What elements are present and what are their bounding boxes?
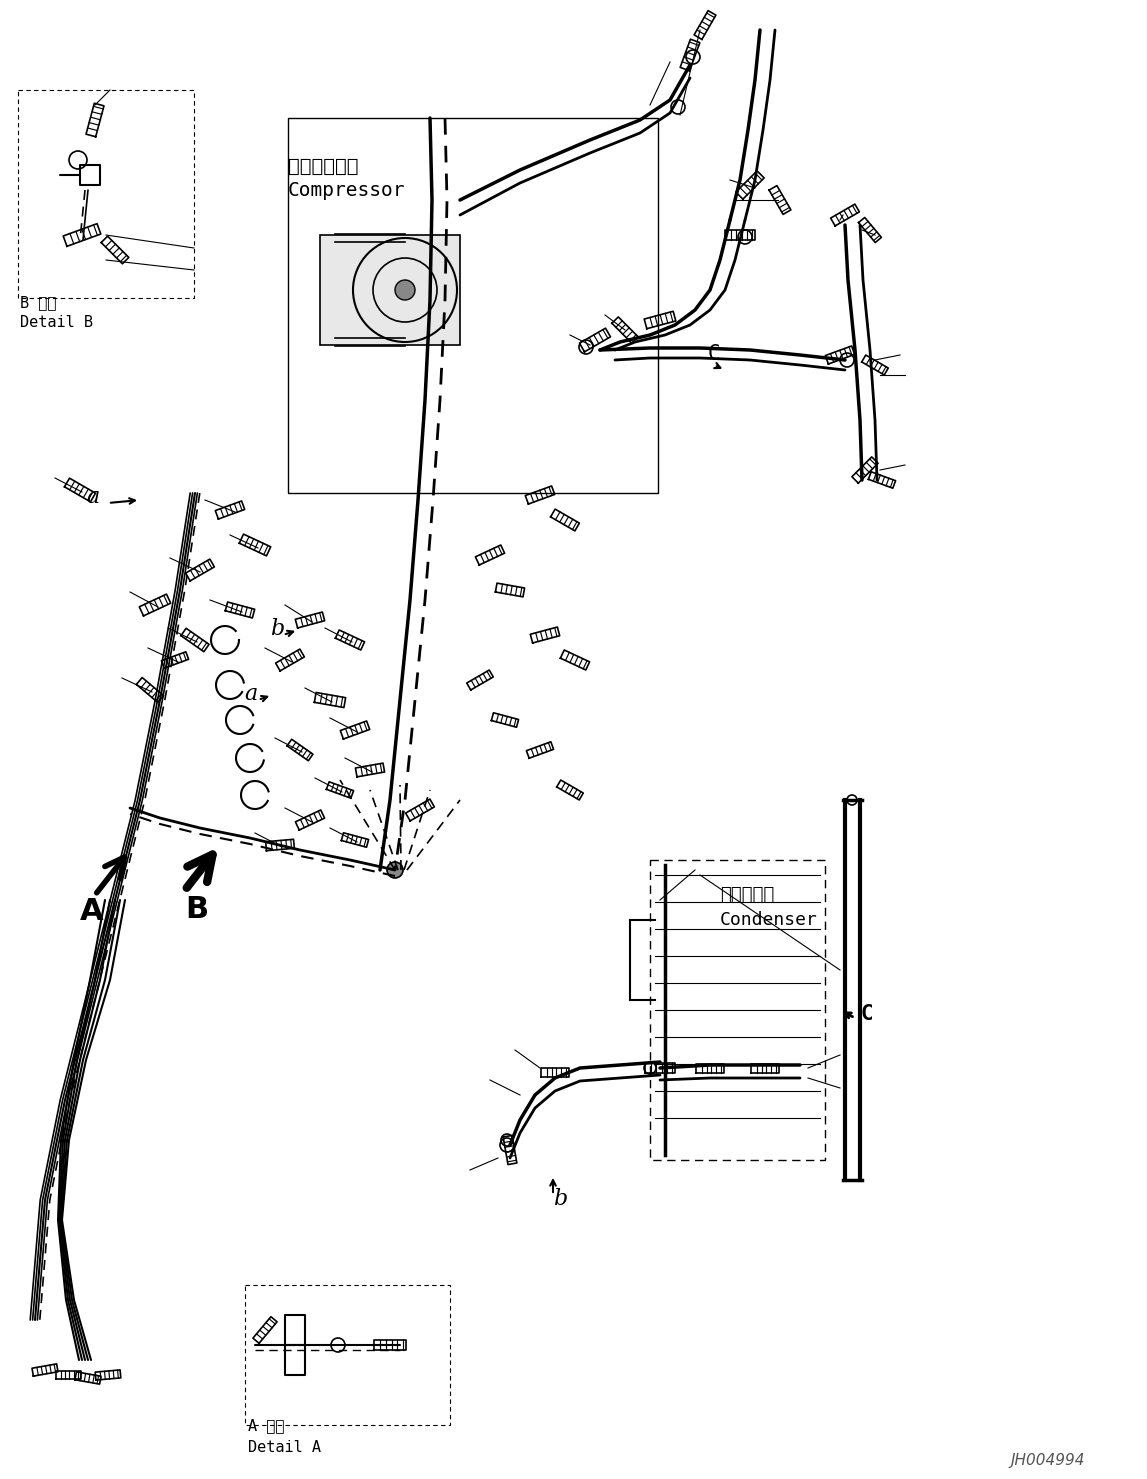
Text: JH004994: JH004994 <box>1011 1452 1085 1469</box>
Bar <box>320 235 460 345</box>
Text: A: A <box>80 896 103 926</box>
Text: b: b <box>270 618 284 640</box>
Text: コンデンサ: コンデンサ <box>720 886 774 904</box>
Text: B 詳細: B 詳細 <box>19 294 56 311</box>
Text: a: a <box>244 683 257 705</box>
Circle shape <box>395 280 415 300</box>
Text: Detail A: Detail A <box>248 1441 321 1455</box>
Text: C: C <box>860 1004 873 1023</box>
Text: Condenser: Condenser <box>720 911 818 929</box>
Text: C: C <box>708 345 720 364</box>
Bar <box>288 118 658 493</box>
Text: a: a <box>86 487 100 507</box>
Bar <box>18 90 194 297</box>
Text: B: B <box>185 895 208 924</box>
Circle shape <box>387 862 403 879</box>
Text: コンプレッサ: コンプレッサ <box>288 157 359 176</box>
Bar <box>650 859 825 1160</box>
Bar <box>245 1285 450 1424</box>
Text: b: b <box>553 1188 568 1210</box>
Text: Detail B: Detail B <box>19 315 93 330</box>
Text: A 詳細: A 詳細 <box>248 1418 284 1433</box>
Text: Compressor: Compressor <box>288 180 406 200</box>
